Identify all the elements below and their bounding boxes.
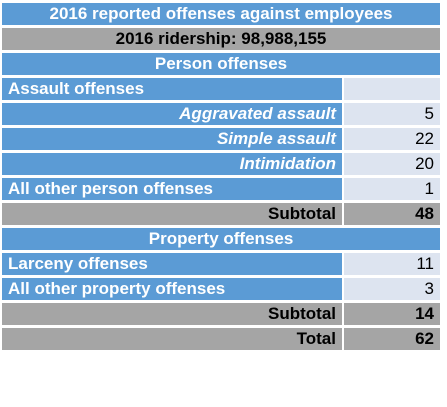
simple-assault-value: 22 [344, 128, 441, 150]
other-property-offenses-value: 3 [344, 278, 441, 300]
larceny-offenses-label: Larceny offenses [2, 253, 342, 275]
table-row: Simple assault 22 [2, 128, 441, 150]
larceny-offenses-value: 11 [344, 253, 441, 275]
person-subtotal-label: Subtotal [2, 203, 342, 225]
intimidation-value: 20 [344, 153, 441, 175]
offenses-table: 2016 reported offenses against employees… [2, 3, 441, 350]
ridership-row: 2016 ridership: 98,988,155 [2, 28, 441, 50]
property-subtotal-value: 14 [344, 303, 441, 325]
table-row: Intimidation 20 [2, 153, 441, 175]
table-row: All other property offenses 3 [2, 278, 441, 300]
table-row: Larceny offenses 11 [2, 253, 441, 275]
aggravated-assault-value: 5 [344, 103, 441, 125]
table-title: 2016 reported offenses against employees [2, 3, 441, 25]
title-row: 2016 reported offenses against employees [2, 3, 441, 25]
person-offenses-heading: Person offenses [2, 53, 441, 75]
property-subtotal-row: Subtotal 14 [2, 303, 441, 325]
table-row: Aggravated assault 5 [2, 103, 441, 125]
total-row: Total 62 [2, 328, 441, 350]
assault-row: Assault offenses [2, 78, 441, 100]
other-property-offenses-label: All other property offenses [2, 278, 342, 300]
simple-assault-label: Simple assault [2, 128, 342, 150]
property-subtotal-label: Subtotal [2, 303, 342, 325]
total-label: Total [2, 328, 342, 350]
aggravated-assault-label: Aggravated assault [2, 103, 342, 125]
person-subtotal-row: Subtotal 48 [2, 203, 441, 225]
total-value: 62 [344, 328, 441, 350]
other-person-offenses-value: 1 [344, 178, 441, 200]
property-offenses-heading: Property offenses [2, 228, 441, 250]
other-person-offenses-label: All other person offenses [2, 178, 342, 200]
person-subtotal-value: 48 [344, 203, 441, 225]
table-row: All other person offenses 1 [2, 178, 441, 200]
property-heading-row: Property offenses [2, 228, 441, 250]
assault-offenses-value [344, 78, 441, 100]
ridership-label: 2016 ridership: 98,988,155 [2, 28, 441, 50]
person-heading-row: Person offenses [2, 53, 441, 75]
assault-offenses-label: Assault offenses [2, 78, 342, 100]
intimidation-label: Intimidation [2, 153, 342, 175]
